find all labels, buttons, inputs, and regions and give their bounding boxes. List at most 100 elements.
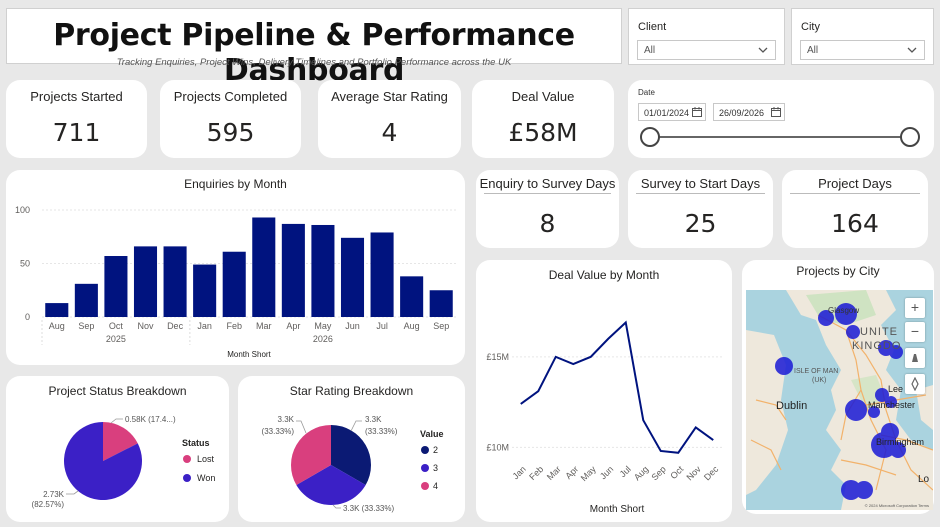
legend-label: Lost [197,454,215,464]
bar [193,264,217,317]
deal-value-by-month-card: Deal Value by Month £10M £15M Jan Feb Mar Apr… [476,260,732,522]
x-tick-label: Aug [49,321,65,331]
x-tick-label: Sep [649,464,667,482]
label-leader [110,418,123,424]
client-slicer-label: Client [638,21,667,33]
zoom-out-button[interactable]: − [905,322,925,342]
end-date-input[interactable]: 26/09/2026 [713,103,785,121]
y-tick-label: £10M [486,442,509,452]
y-tick-label: 100 [15,205,30,215]
slice-2-sublabel: (33.33%) [365,427,398,436]
won-data-label: 2.73K [43,490,65,499]
x-tick-label: Jan [510,464,527,481]
slice-2-label: 3.3K [365,415,382,424]
date-range-start-handle[interactable] [640,127,660,147]
x-tick-label: Sep [78,321,94,331]
legend-title: Status [182,438,210,448]
x-tick-label: Mar [545,464,563,482]
city-dropdown[interactable]: All [800,40,925,60]
map-label-birmingham: Birmingham [876,437,925,447]
uk-map[interactable]: Glasgow UNITE KINGDO ISLE OF MAN (UK) Du… [746,290,933,510]
pie-slice [331,425,371,485]
map-label-uk: (UK) [812,377,827,384]
calendar-icon [692,107,702,117]
kpi-divider [484,193,611,194]
client-dropdown-value: All [644,45,656,56]
start-date-value: 01/01/2024 [644,108,690,118]
kpi-projects-started: Projects Started 711 [6,80,147,158]
city-slicer: City All [791,8,934,65]
y-tick-label: 0 [25,312,30,322]
x-tick-label: Jan [197,321,212,331]
pie-slice [291,425,331,485]
map-label-dublin: Dublin [776,400,808,412]
won-data-sublabel: (82.57%) [32,500,65,509]
kpi-value: 711 [52,118,101,147]
start-date-input[interactable]: 01/01/2024 [638,103,706,121]
kpi-value: 8 [539,209,556,238]
label-leader [66,490,79,495]
star-rating-pie: 3.3K (33.33%) 3.3K (33.33%) 3.3K (33.33%) Val… [262,415,444,513]
legend-marker [183,474,191,482]
legend-marker [421,482,429,490]
slice-4-sublabel: (33.33%) [262,427,295,436]
legend-marker [421,446,429,454]
map-label-london: Lo [918,474,930,485]
x-tick-label: Apr [563,464,580,481]
chevron-down-icon [758,47,768,53]
chart-title: Deal Value by Month [548,268,660,282]
year-label: 2025 [106,334,126,344]
bar [163,246,187,317]
map-canvas [746,290,933,510]
client-slicer: Client All [628,8,785,65]
kpi-label: Deal Value [511,89,575,104]
bar [222,251,246,317]
legend-label: Won [197,473,215,483]
bar [104,256,128,317]
calendar-icon [771,107,781,117]
kpi-label: Average Star Rating [331,89,448,104]
x-tick-label: Nov [137,321,154,331]
x-tick-label: May [579,464,598,483]
x-tick-label: Feb [527,464,545,482]
slice-4-label: 3.3K [278,415,295,424]
compass-button[interactable] [905,374,925,394]
x-axis-title: Month Short [227,350,271,359]
x-tick-label: Nov [684,464,703,483]
x-tick-label: Dec [167,321,184,331]
x-tick-label: Aug [632,464,650,482]
kpi-value: £58M [508,118,578,147]
kpi-label: Project Days [818,176,892,191]
header-banner: Project Pipeline & Performance Dashboard… [6,8,622,88]
date-range-end-handle[interactable] [900,127,920,147]
x-tick-label: Aug [404,321,420,331]
tilt-icon [912,354,918,362]
client-dropdown[interactable]: All [637,40,776,60]
kpi-label: Enquiry to Survey Days [479,176,616,191]
kpi-label: Projects Started [30,89,123,104]
x-tick-label: Jul [376,321,388,331]
chevron-down-icon [907,47,917,53]
page-title: Project Pipeline & Performance Dashboard [53,18,575,88]
x-tick-label: Jun [598,464,615,481]
kpi-value: 164 [831,209,879,238]
zoom-in-button[interactable]: + [905,298,925,318]
bar [370,232,394,317]
x-tick-label: Oct [668,464,685,481]
x-tick-label: May [314,321,332,331]
kpi-divider [636,193,765,194]
kpi-divider [790,193,920,194]
x-tick-label: Jul [618,464,633,479]
page-subtitle: Tracking Enquiries, Project Wins, Delive… [116,57,512,68]
date-slicer: Date 01/01/2024 26/09/2026 [628,80,934,158]
tilt-button[interactable] [905,348,925,368]
lost-data-label: 0.58K (17.4...) [125,415,176,424]
enquiries-by-month-card: Enquiries by Month 0 50 100 Aug Sep Oct Nov Dec… [6,170,465,365]
legend-marker [183,455,191,463]
kpi-projects-completed: Projects Completed 595 [160,80,301,158]
chart-title: Star Rating Breakdown [289,384,414,398]
date-range-track[interactable] [650,136,904,138]
pie-slice [103,422,138,461]
y-tick-label: 50 [20,259,30,269]
slice-3-label: 3.3K (33.33%) [343,504,394,513]
